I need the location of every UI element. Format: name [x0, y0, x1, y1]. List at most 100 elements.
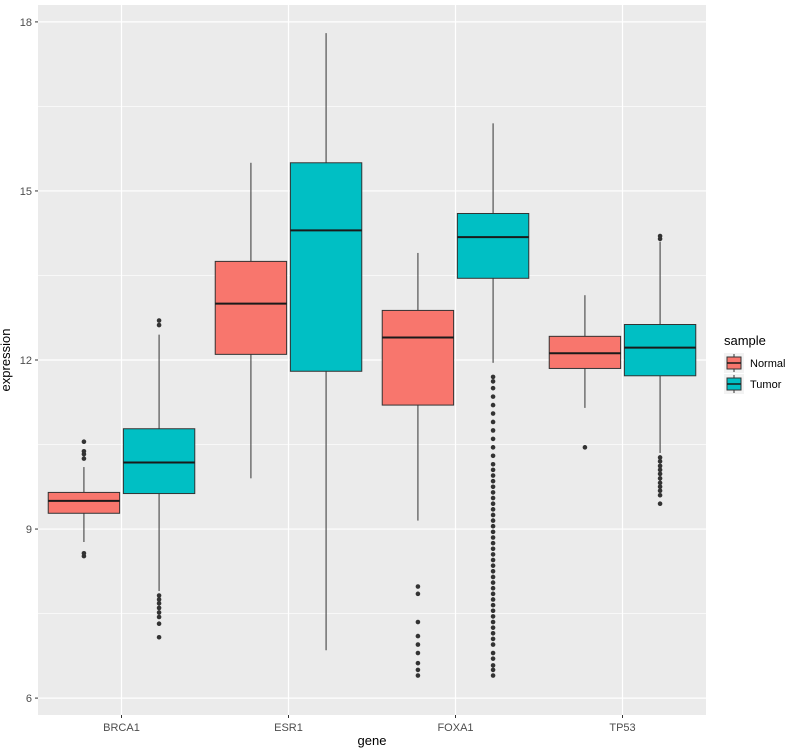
outlier-point — [490, 663, 496, 668]
outlier-point — [490, 656, 496, 661]
outlier-point — [156, 610, 162, 615]
box-normal-esr1 — [214, 162, 288, 479]
outlier-point — [156, 634, 162, 640]
x-axis-title: gene — [358, 733, 387, 748]
box-iqr — [47, 491, 121, 514]
outlier-point — [156, 605, 162, 611]
outlier-point — [415, 591, 421, 597]
outlier-point — [490, 569, 496, 574]
box-iqr — [456, 212, 530, 279]
outlier-point — [582, 445, 588, 450]
outlier-point — [490, 445, 496, 450]
box-tumor-tp53 — [623, 233, 697, 506]
box-iqr — [214, 260, 288, 355]
outlier-point — [490, 523, 496, 529]
outlier-point — [490, 501, 496, 506]
outlier-point — [490, 461, 496, 467]
outlier-point — [156, 593, 162, 598]
outlier-point — [156, 621, 162, 627]
outlier-point — [490, 374, 496, 380]
y-axis: 6 9 12 15 18 — [20, 17, 38, 705]
legend: sample Normal Tumor — [724, 333, 785, 394]
box-tumor-esr1 — [289, 33, 363, 651]
x-axis: BRCA1 ESR1 FOXA1 TP53 — [103, 715, 636, 734]
box-tumor-brca1 — [122, 318, 196, 640]
outlier-point — [490, 402, 496, 408]
outlier-point — [490, 552, 496, 557]
outlier-point — [490, 385, 496, 391]
y-tick-label: 18 — [20, 17, 32, 29]
outlier-point — [657, 233, 663, 239]
outlier-point — [81, 448, 87, 454]
outlier-point — [490, 591, 496, 597]
outlier-point — [490, 394, 496, 399]
legend-item-normal: Normal — [724, 353, 785, 373]
outlier-point — [81, 439, 87, 445]
y-tick-label: 9 — [26, 524, 32, 536]
y-tick-label: 6 — [26, 693, 32, 705]
outlier-point — [490, 642, 496, 647]
legend-item-tumor: Tumor — [724, 374, 782, 394]
outlier-point — [490, 518, 496, 523]
outlier-point — [490, 636, 496, 642]
legend-label: Tumor — [750, 379, 782, 391]
outlier-point — [490, 667, 496, 673]
box-iqr — [623, 324, 697, 377]
outlier-point — [657, 480, 663, 486]
outlier-point — [490, 585, 496, 591]
outlier-point — [490, 490, 496, 495]
outlier-point — [657, 492, 663, 498]
outlier-point — [490, 535, 496, 540]
outlier-point — [415, 660, 421, 666]
y-tick-label: 15 — [20, 186, 32, 198]
outlier-point — [415, 633, 421, 639]
outlier-point — [490, 507, 496, 512]
outlier-point — [415, 642, 421, 647]
outlier-point — [657, 459, 663, 464]
outlier-point — [415, 650, 421, 656]
outlier-point — [490, 619, 496, 625]
outlier-point — [490, 529, 496, 535]
outlier-point — [490, 411, 496, 416]
box-normal-foxa1 — [381, 252, 455, 678]
outlier-point — [490, 597, 496, 602]
outlier-point — [657, 467, 663, 473]
box-tumor-foxa1 — [456, 123, 530, 678]
outlier-point — [490, 580, 496, 585]
outlier-point — [156, 597, 162, 602]
outlier-point — [490, 650, 496, 656]
outlier-point — [490, 673, 496, 678]
outlier-point — [156, 601, 162, 606]
legend-label: Normal — [750, 358, 785, 370]
outlier-point — [490, 419, 496, 425]
outlier-point — [490, 563, 496, 568]
outlier-point — [490, 540, 496, 546]
outlier-point — [81, 456, 87, 461]
outlier-point — [490, 379, 496, 384]
outlier-point — [415, 619, 421, 625]
outlier-point — [156, 614, 162, 620]
outlier-point — [490, 546, 496, 552]
outlier-point — [657, 476, 663, 481]
outlier-point — [490, 630, 496, 636]
y-tick-label: 12 — [20, 355, 32, 367]
outlier-point — [490, 495, 496, 501]
outlier-point — [490, 574, 496, 580]
box-layer — [47, 33, 697, 678]
outlier-point — [415, 667, 421, 673]
outlier-point — [490, 428, 496, 433]
legend-title: sample — [724, 333, 766, 348]
outlier-point — [490, 473, 496, 478]
outlier-point — [657, 463, 663, 469]
outlier-point — [415, 584, 421, 589]
outlier-point — [490, 512, 496, 518]
box-normal-brca1 — [47, 439, 121, 559]
outlier-point — [490, 453, 496, 459]
outlier-point — [490, 478, 496, 484]
outlier-point — [81, 550, 87, 556]
box-iqr — [381, 309, 455, 406]
outlier-point — [156, 322, 162, 328]
box-normal-tp53 — [548, 295, 622, 450]
outlier-point — [657, 471, 663, 477]
